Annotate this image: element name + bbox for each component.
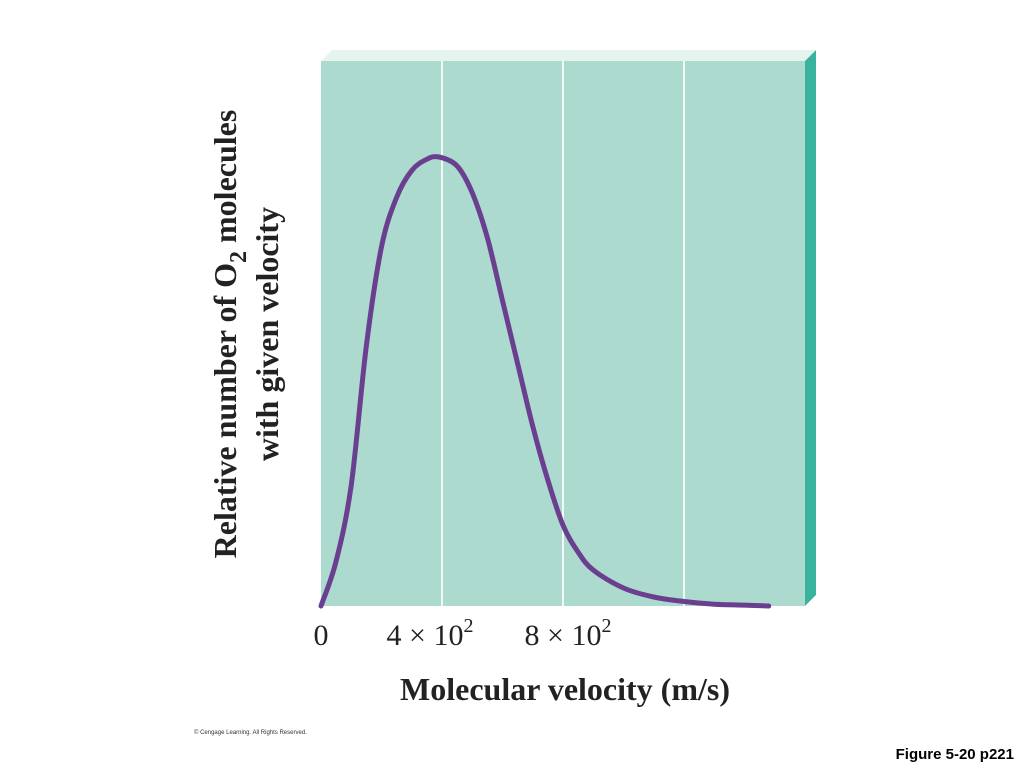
x-tick-labels: 0 4 × 102 8 × 102	[314, 615, 612, 652]
x-tick-label-0: 0	[314, 619, 329, 652]
figure-label: Figure 5-20 p221	[895, 746, 1014, 763]
velocity-distribution-curve	[318, 154, 772, 609]
x-tick-label-800: 8 × 102	[525, 615, 612, 652]
plot-top-edge	[321, 50, 816, 61]
gridlines	[441, 61, 685, 606]
copyright-notice: © Cengage Learning. All Rights Reserved.	[194, 730, 307, 736]
y-axis-title-line2: with given velocity	[249, 207, 285, 461]
y-axis-title: Relative number of O2 molecules with giv…	[207, 110, 285, 559]
x-tick-label-400: 4 × 102	[387, 615, 474, 652]
plot-side-edge	[805, 50, 816, 606]
x-axis-title: Molecular velocity (m/s)	[400, 671, 730, 707]
y-axis-title-line1: Relative number of O2 molecules	[207, 110, 252, 559]
